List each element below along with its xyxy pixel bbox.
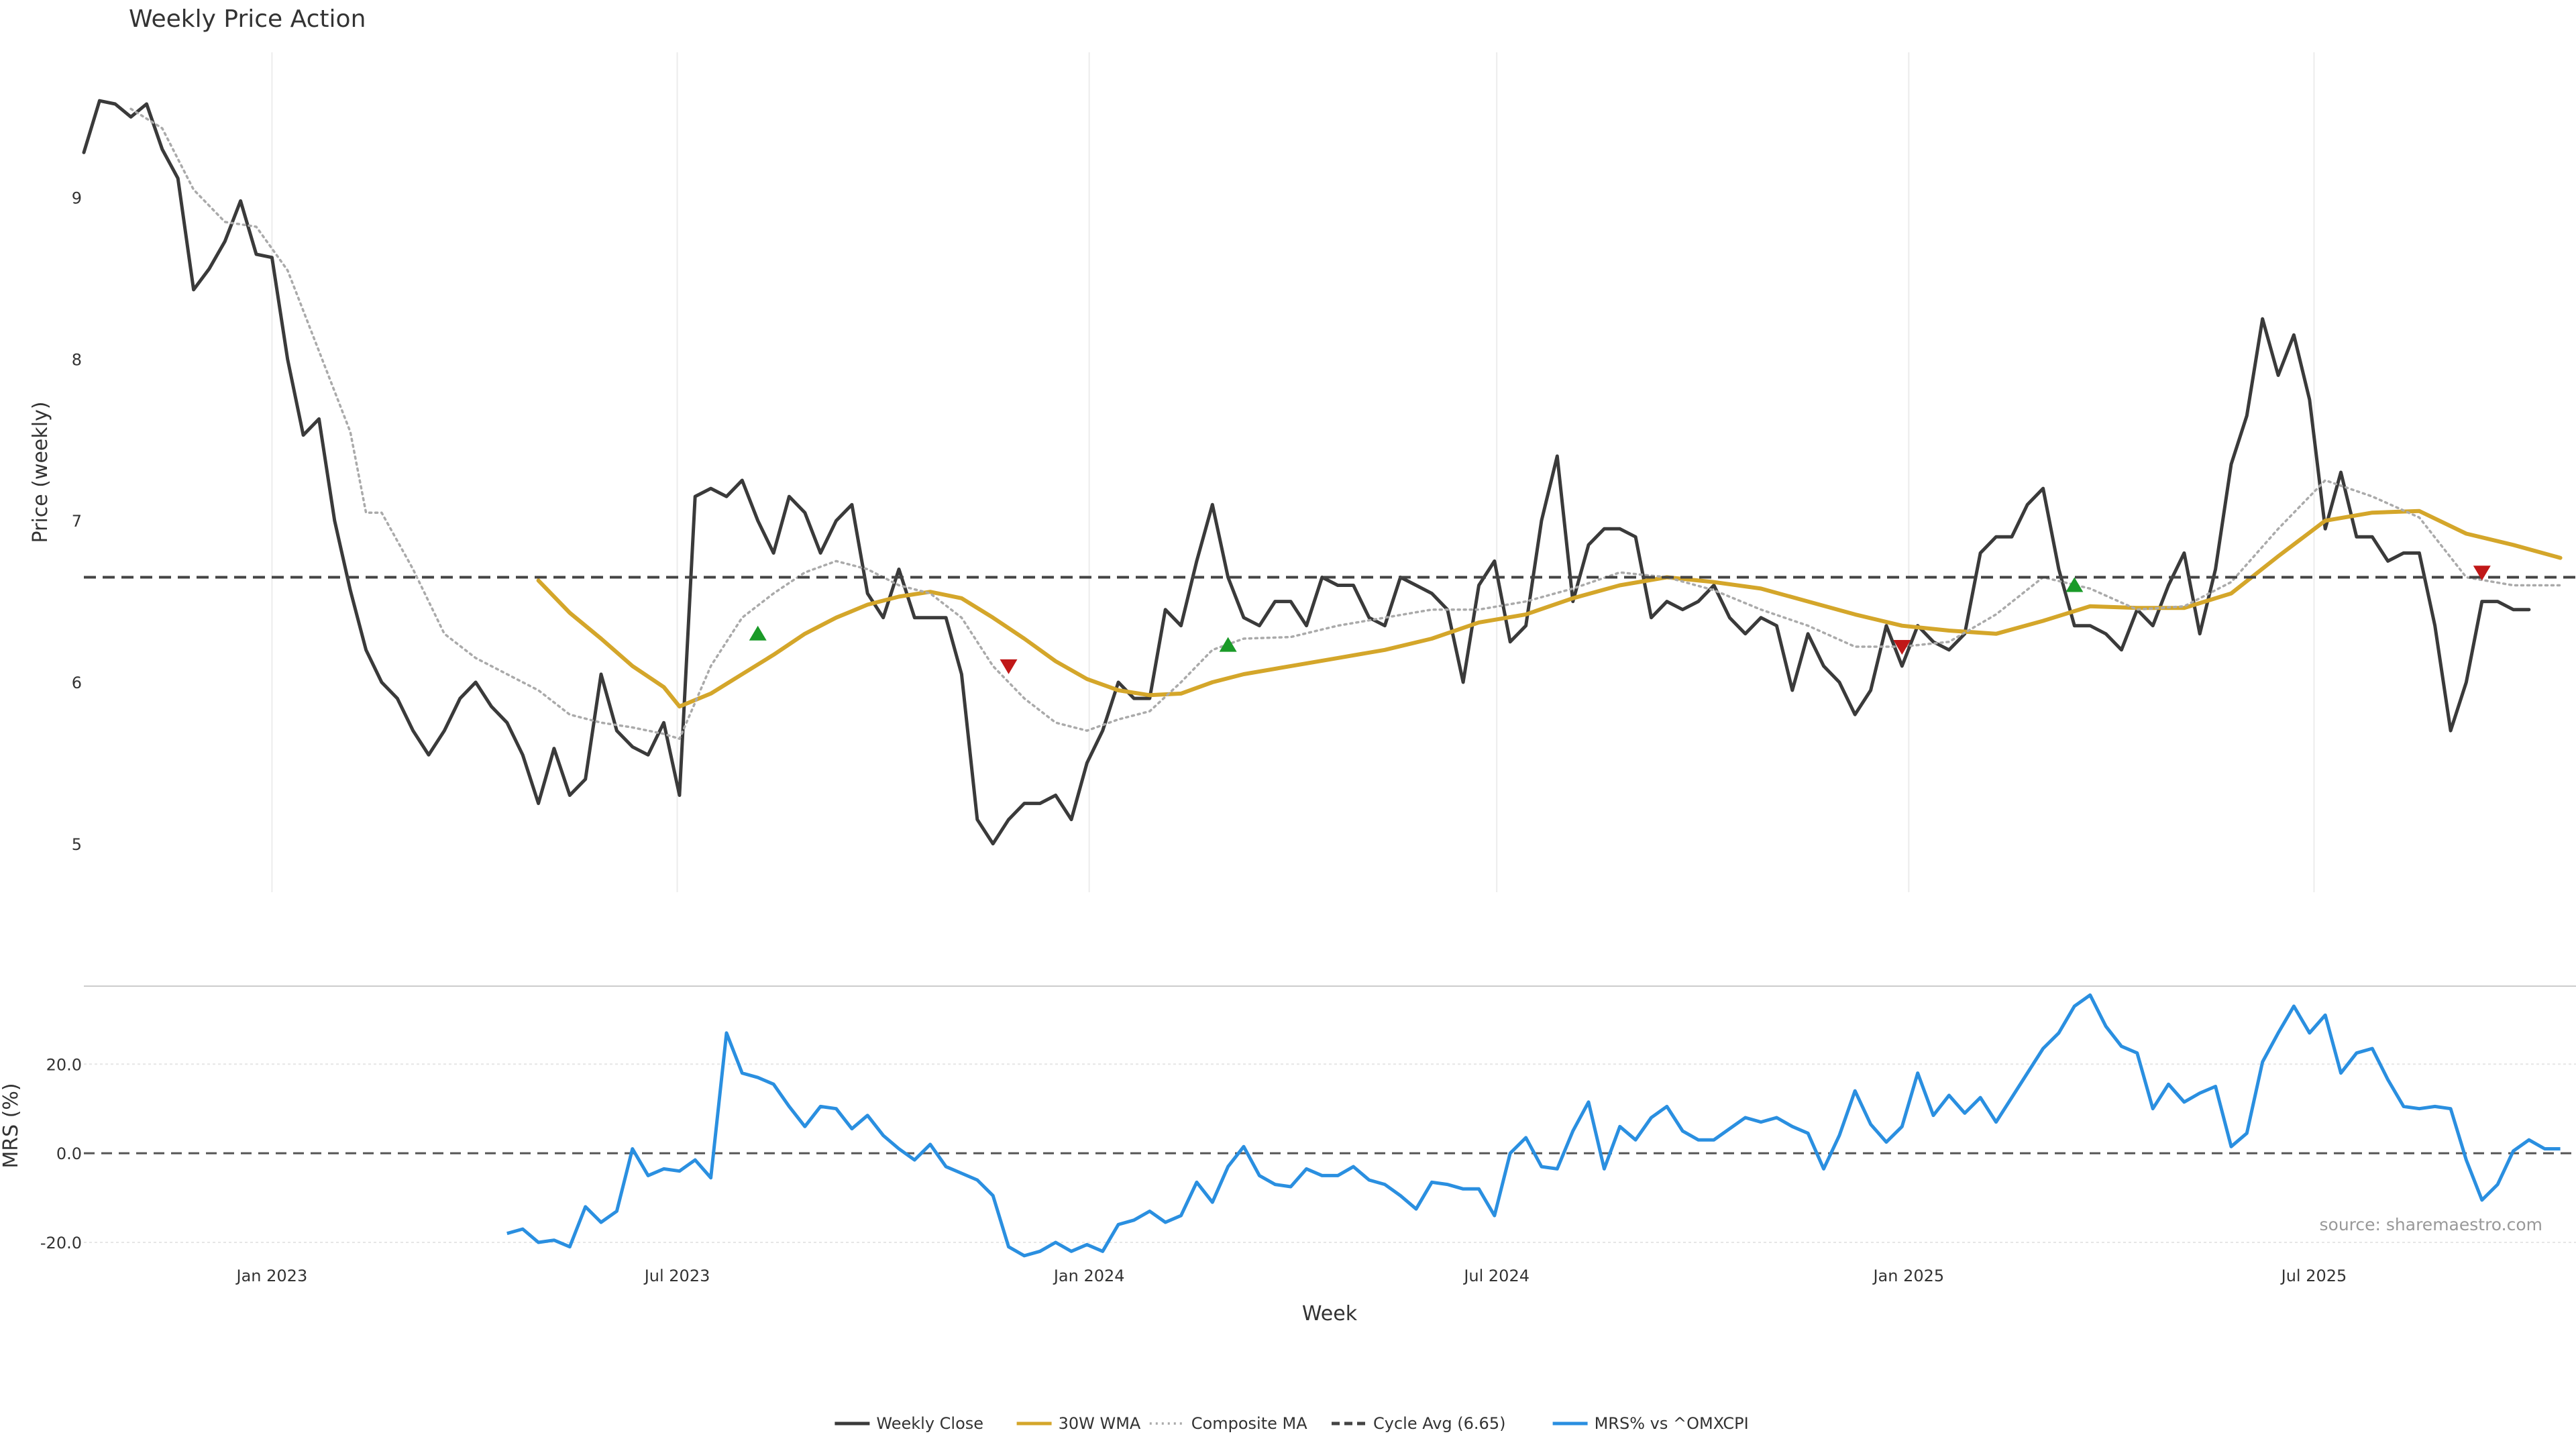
xtick-jan-2025: Jan 2025 xyxy=(1872,1267,1944,1285)
x-ticks: Jan 2023 Jul 2023 Jan 2024 Jul 2024 Jan 2025… xyxy=(235,1267,2347,1285)
price-ytick-7: 7 xyxy=(72,512,82,531)
legend-label-30w-wma: 30W WMA xyxy=(1059,1414,1141,1433)
sell-signal-2 xyxy=(1893,640,1911,655)
chart-title: Weekly Price Action xyxy=(129,5,366,33)
legend-label-weekly-close: Weekly Close xyxy=(876,1414,983,1433)
xtick-jan-2024: Jan 2024 xyxy=(1053,1267,1125,1285)
x-axis-label: Week xyxy=(1302,1302,1358,1326)
mrs-y-ticks: -20.0 0.0 20.0 xyxy=(40,1055,82,1252)
price-y-axis-label: Price (weekly) xyxy=(29,401,52,543)
sell-signal-3 xyxy=(2473,566,2491,581)
xtick-jul-2024: Jul 2024 xyxy=(1462,1267,1529,1285)
buy-signal-3 xyxy=(2065,577,2084,592)
mrs-ytick-0-0: 0.0 xyxy=(56,1144,82,1163)
mrs-ytick-20-0: 20.0 xyxy=(46,1055,82,1074)
mrs-series-layer xyxy=(84,993,2576,1258)
series-mrs-vs-omxcpi-line xyxy=(506,993,2561,1258)
price-grid xyxy=(271,52,2315,892)
mrs-ytick-20-0: -20.0 xyxy=(40,1234,82,1252)
series-composite-ma-line xyxy=(129,107,2562,741)
price-ytick-5: 5 xyxy=(72,835,82,854)
source-label: source: sharemaestro.com xyxy=(2320,1215,2543,1234)
legend-label-composite-ma: Composite MA xyxy=(1191,1414,1307,1433)
buy-signal-2 xyxy=(1219,637,1237,652)
price-y-ticks: 5 6 7 8 9 xyxy=(72,189,82,854)
xtick-jul-2023: Jul 2023 xyxy=(643,1267,710,1285)
sell-signal-1 xyxy=(1000,659,1018,674)
mrs-grid xyxy=(84,1063,2576,1243)
legend-label-cycle-avg-6-65: Cycle Avg (6.65) xyxy=(1373,1414,1505,1433)
buy-signal-1 xyxy=(749,625,767,641)
series-weekly-close-line xyxy=(82,99,2531,846)
mrs-y-axis-label: MRS (%) xyxy=(0,1083,23,1168)
legend: Weekly Close 30W WMA Composite MA Cycle Avg… xyxy=(835,1414,1749,1433)
legend-label-mrs-vs-omxcpi: MRS% vs ^OMXCPI xyxy=(1595,1414,1749,1433)
xtick-jul-2025: Jul 2025 xyxy=(2280,1267,2347,1285)
xtick-jan-2023: Jan 2023 xyxy=(235,1267,308,1285)
price-ytick-6: 6 xyxy=(72,674,82,692)
series-30w-wma-line xyxy=(536,508,2563,709)
price-ytick-8: 8 xyxy=(72,350,82,369)
signal-markers xyxy=(749,566,2491,674)
price-series-layer xyxy=(82,99,2576,846)
price-ytick-9: 9 xyxy=(72,189,82,208)
